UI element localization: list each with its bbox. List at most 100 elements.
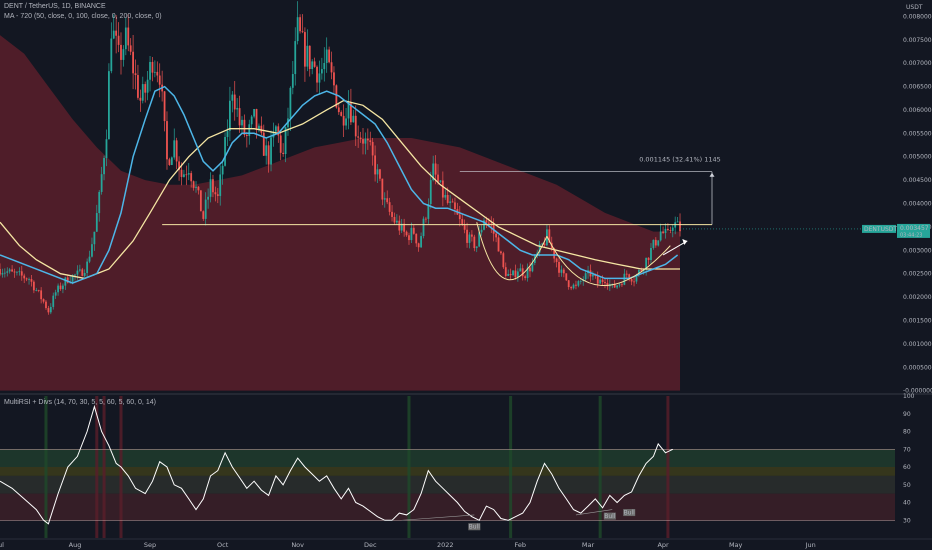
price-tick-label: 0.007000 xyxy=(903,60,932,67)
candle-body xyxy=(74,274,76,276)
candle-body xyxy=(255,109,258,130)
candle-body xyxy=(449,201,452,203)
candle-body xyxy=(541,243,543,245)
candle-body xyxy=(291,74,294,88)
candle-body xyxy=(62,285,64,290)
candle-body xyxy=(606,283,609,287)
candle-body xyxy=(669,230,672,231)
candle-body xyxy=(471,234,473,237)
candle-body xyxy=(156,71,159,76)
candle-body xyxy=(54,292,57,296)
candle-body xyxy=(359,137,362,140)
candle-body xyxy=(512,270,514,276)
candle-body xyxy=(584,273,587,280)
candle-body xyxy=(32,281,35,291)
candle-body xyxy=(166,121,168,160)
candle-body xyxy=(381,178,384,200)
candle-body xyxy=(66,277,69,283)
cup-curve-right xyxy=(546,236,671,286)
candle-body xyxy=(124,27,127,50)
candle-body xyxy=(299,17,301,32)
candle-body xyxy=(282,152,285,155)
candle-body xyxy=(197,186,200,191)
candle-body xyxy=(120,44,122,60)
candle-body xyxy=(647,257,650,261)
candle-body xyxy=(635,274,638,282)
price-tick-label: 0.002000 xyxy=(903,294,932,301)
candle-body xyxy=(645,257,648,270)
candle-body xyxy=(454,202,456,210)
candle-body xyxy=(219,174,222,196)
candle-body xyxy=(405,231,408,236)
candle-body xyxy=(57,285,59,293)
candle-body xyxy=(386,198,389,203)
candle-body xyxy=(253,109,255,117)
candle-body xyxy=(558,261,560,273)
candle-body xyxy=(553,248,556,259)
candle-body xyxy=(279,135,282,153)
candle-body xyxy=(444,194,447,198)
rsi-tick-label: 60 xyxy=(903,464,911,471)
candle-body xyxy=(238,108,241,126)
candle-body xyxy=(13,271,16,273)
measure-arrowhead xyxy=(709,172,715,177)
candle-body xyxy=(592,274,594,277)
candle-body xyxy=(422,218,425,237)
bull-div-badge xyxy=(623,509,636,517)
candle-body xyxy=(59,285,62,290)
time-tick-label: Sep xyxy=(144,541,156,549)
candle-body xyxy=(521,268,524,277)
candle-body xyxy=(28,279,30,280)
candle-body xyxy=(209,179,212,197)
candle-body xyxy=(362,139,364,144)
candle-body xyxy=(112,30,115,39)
candle-body xyxy=(613,283,616,288)
candle-body xyxy=(434,163,437,175)
candle-body xyxy=(16,271,18,273)
candle-body xyxy=(78,269,81,271)
moving-averages xyxy=(0,85,680,284)
candle-body xyxy=(369,140,372,142)
candle-body xyxy=(504,267,507,276)
candle-body xyxy=(311,61,314,70)
candle-body xyxy=(88,256,91,262)
candle-body xyxy=(248,124,251,136)
candle-body xyxy=(71,275,74,282)
rsi-signal-band xyxy=(44,396,48,538)
candle-body xyxy=(328,49,331,63)
candle-body xyxy=(49,306,52,313)
candle-body xyxy=(524,276,527,279)
rsi-signal-band xyxy=(407,396,411,538)
candle-body xyxy=(265,145,268,156)
time-tick-label: Aug xyxy=(69,541,82,549)
candle-body xyxy=(630,279,633,282)
candle-body xyxy=(153,71,156,73)
rsi-signal-band xyxy=(509,396,513,538)
candle-body xyxy=(543,243,546,246)
candle-body xyxy=(224,136,226,166)
candle-body xyxy=(432,163,435,181)
candle-body xyxy=(516,271,519,278)
candle-body xyxy=(103,158,105,175)
bull-div-badge xyxy=(603,512,616,520)
candle-body xyxy=(364,138,367,144)
candle-body xyxy=(461,219,464,225)
candle-body xyxy=(30,279,33,282)
candle-body xyxy=(509,273,512,276)
candle-body xyxy=(158,75,161,85)
time-tick-label: Mar xyxy=(582,541,595,549)
candle-body xyxy=(560,269,563,273)
candle-body xyxy=(6,271,9,273)
candle-body xyxy=(480,229,483,233)
candle-body xyxy=(548,229,551,243)
bull-div-label: Bull xyxy=(604,513,616,520)
candle-body xyxy=(163,91,166,122)
candle-body xyxy=(526,267,529,279)
candle-body xyxy=(241,119,243,126)
candle-body xyxy=(536,252,539,256)
rsi-tick-label: 100 xyxy=(903,393,915,400)
candle-body xyxy=(180,169,183,177)
candle-body xyxy=(110,38,113,72)
time-tick-label: Dec xyxy=(364,541,377,549)
